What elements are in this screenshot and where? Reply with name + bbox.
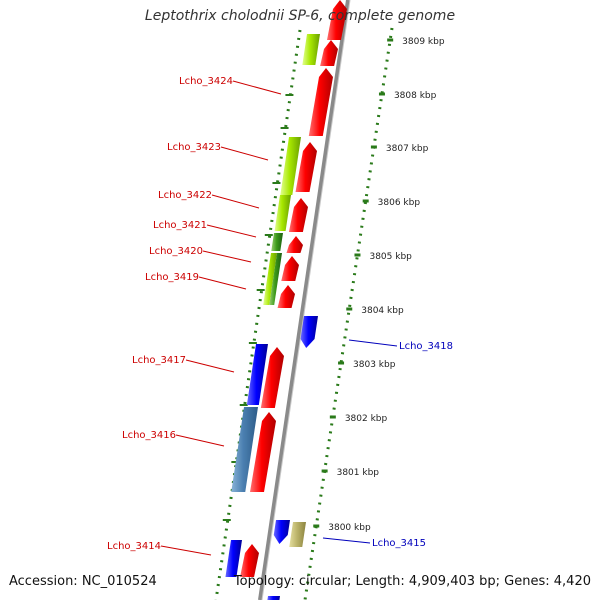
accession-text: Accession: NC_010524 — [9, 574, 157, 589]
ruler-label-3806: 3806 kbp — [378, 198, 421, 208]
gene-blue-box — [225, 540, 242, 577]
gene-blue-box — [246, 344, 268, 405]
gene-blue-arrow — [273, 520, 290, 544]
backbone-line — [258, 0, 350, 601]
gene-red-arrow — [286, 236, 303, 253]
leader-line — [211, 194, 260, 209]
gene-lime-box — [302, 34, 320, 65]
gene-blue-box — [267, 596, 280, 600]
leader-line — [160, 545, 212, 556]
leader-line — [322, 537, 371, 544]
leader-line — [175, 434, 225, 447]
gene-label-lcho_3424: Lcho_3424 — [179, 76, 233, 87]
ruler-label-3803: 3803 kbp — [353, 360, 396, 370]
gene-label-lcho_3417: Lcho_3417 — [132, 355, 186, 366]
ruler-label-3808: 3808 kbp — [394, 91, 437, 101]
gene-label-lcho_3419: Lcho_3419 — [145, 272, 199, 283]
gene-label-lcho_3422: Lcho_3422 — [158, 190, 212, 201]
gene-lime-box — [280, 137, 301, 195]
ruler-label-3802: 3802 kbp — [345, 414, 388, 424]
inner-track-dots — [214, 29, 302, 601]
leader-line — [202, 250, 252, 263]
leader-line — [232, 80, 282, 95]
gene-label-lcho_3420: Lcho_3420 — [149, 246, 203, 257]
gene-green-box — [269, 253, 282, 305]
gene-label-lcho_3423: Lcho_3423 — [167, 142, 221, 153]
gene-red-arrow — [240, 544, 259, 577]
gene-red-arrow — [250, 412, 276, 492]
leader-line — [198, 276, 247, 290]
gene-red-arrow — [277, 285, 295, 308]
topology-text: Topology: circular; Length: 4,909,403 bp… — [233, 574, 591, 589]
gene-red-arrow — [295, 142, 317, 192]
ruler-label-3805: 3805 kbp — [369, 252, 412, 262]
gene-red-arrow — [308, 68, 333, 136]
gene-red-arrow — [281, 256, 299, 281]
gene-steel-box — [231, 407, 258, 492]
genome-title: Leptothrix cholodnii SP-6, complete geno… — [144, 8, 456, 24]
backbone-highlight — [261, 0, 351, 601]
gene-lime-box — [263, 253, 277, 305]
ruler-label-3807: 3807 kbp — [386, 144, 429, 154]
gene-red-arrow — [320, 40, 338, 66]
ruler-label-3801: 3801 kbp — [337, 468, 380, 478]
leader-line — [220, 146, 269, 161]
gene-lime-box — [274, 195, 291, 231]
ruler-label-3800: 3800 kbp — [328, 523, 371, 533]
ruler-label-3804: 3804 kbp — [361, 306, 404, 316]
gene-blue-arrow — [300, 316, 318, 348]
gene-label-lcho_3415: Lcho_3415 — [372, 538, 426, 549]
gene-label-lcho_3418: Lcho_3418 — [399, 341, 453, 352]
gene-red-arrow — [288, 198, 308, 232]
ruler-label-3809: 3809 kbp — [402, 37, 445, 47]
gene-label-lcho_3416: Lcho_3416 — [122, 430, 176, 441]
gene-red-arrow — [260, 347, 284, 408]
gene-green-box — [271, 233, 283, 251]
leader-line — [185, 359, 235, 373]
gene-khaki-box — [289, 522, 306, 547]
leader-line — [348, 339, 398, 347]
outer-track-dots — [303, 27, 394, 601]
gene-label-lcho_3414: Lcho_3414 — [107, 541, 161, 552]
leader-line — [206, 224, 257, 238]
gene-label-lcho_3421: Lcho_3421 — [153, 220, 207, 231]
gene-red-arrow — [327, 0, 347, 40]
